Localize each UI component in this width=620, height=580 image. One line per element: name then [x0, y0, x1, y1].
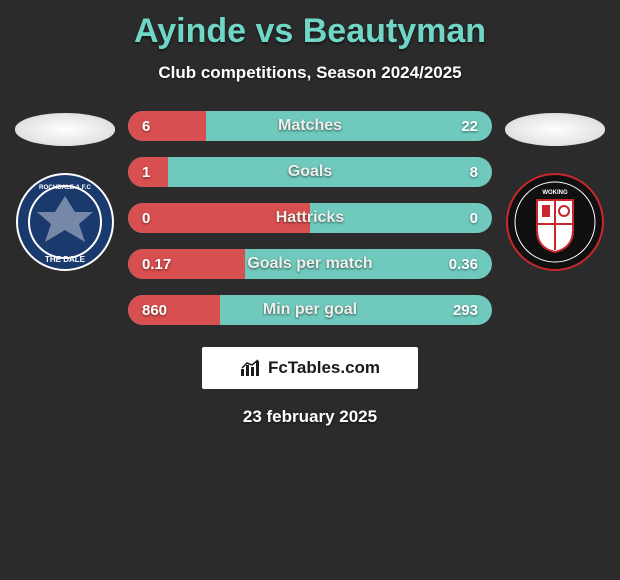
stat-value-right: 0: [470, 210, 478, 227]
stat-label: Min per goal: [128, 301, 492, 319]
stat-bar: Hattricks0 0: [128, 203, 492, 233]
stat-label: Hattricks: [128, 209, 492, 227]
brand-text: FcTables.com: [268, 358, 380, 378]
svg-text:ROCHDALE A.F.C: ROCHDALE A.F.C: [39, 184, 92, 191]
page-title: Ayinde vs Beautyman: [0, 0, 620, 51]
stat-value-left: 860: [142, 302, 167, 319]
stat-bar: Min per goal860 293: [128, 295, 492, 325]
right-player-column: WOKING: [500, 111, 620, 277]
stat-value-left: 1: [142, 164, 150, 181]
right-player-photo-placeholder: [505, 113, 605, 146]
stat-value-left: 6: [142, 118, 150, 135]
stat-bar: Goals1 8: [128, 157, 492, 187]
bar-chart-icon: [240, 359, 262, 377]
left-team-crest: THE DALE ROCHDALE A.F.C: [15, 172, 115, 277]
subtitle: Club competitions, Season 2024/2025: [0, 63, 620, 83]
svg-text:WOKING: WOKING: [542, 190, 568, 196]
infographic-root: Ayinde vs Beautyman Club competitions, S…: [0, 0, 620, 580]
right-team-crest: WOKING: [505, 172, 605, 277]
comparison-body: THE DALE ROCHDALE A.F.C Matches6 22 Goals1…: [0, 111, 620, 341]
stat-value-left: 0.17: [142, 256, 171, 273]
stat-bar: Goals per match0.17 0.36: [128, 249, 492, 279]
stat-value-right: 293: [453, 302, 478, 319]
stat-label: Matches: [128, 117, 492, 135]
stat-value-right: 0.36: [449, 256, 478, 273]
left-player-photo-placeholder: [15, 113, 115, 146]
rochdale-crest-icon: THE DALE ROCHDALE A.F.C: [15, 172, 115, 272]
stat-value-right: 22: [461, 118, 478, 135]
svg-text:THE DALE: THE DALE: [45, 255, 86, 264]
stat-label: Goals per match: [128, 255, 492, 273]
stat-value-right: 8: [470, 164, 478, 181]
woking-crest-icon: WOKING: [505, 172, 605, 272]
date-label: 23 february 2025: [0, 407, 620, 427]
brand-badge: FcTables.com: [202, 347, 418, 389]
stat-bar: Matches6 22: [128, 111, 492, 141]
stat-label: Goals: [128, 163, 492, 181]
stat-value-left: 0: [142, 210, 150, 227]
stats-column: Matches6 22 Goals1 8 Hattricks0 0 Goals per ma…: [120, 111, 500, 341]
left-player-column: THE DALE ROCHDALE A.F.C: [0, 111, 120, 277]
